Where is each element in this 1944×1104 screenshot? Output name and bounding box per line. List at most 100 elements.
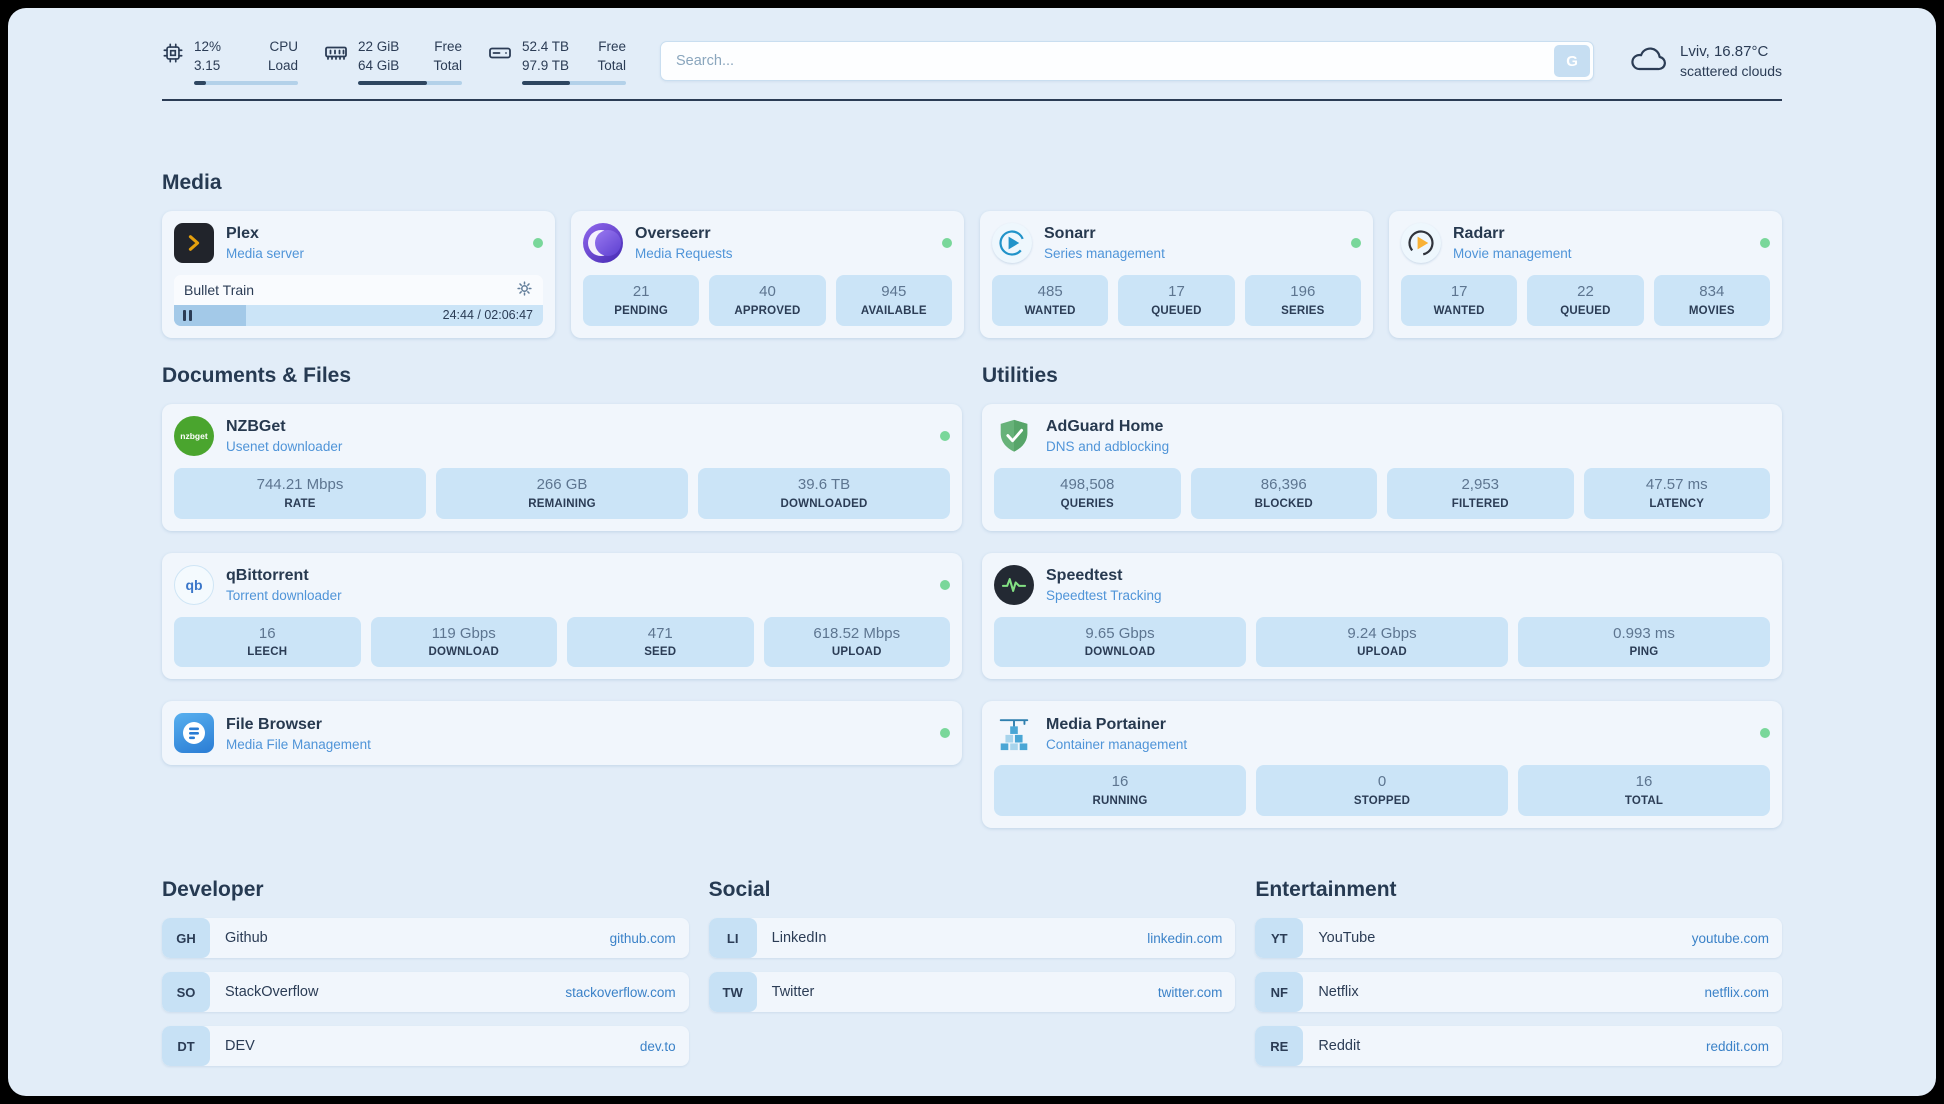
bookmark-linkedin[interactable]: LI LinkedIn linkedin.com [708,918,1236,959]
disk-total-label: Total [597,57,626,73]
service-name: Radarr [1453,225,1505,243]
plex-icon [174,222,214,263]
stat-block: 2,953 FILTERED [1387,467,1574,519]
stat-block: 119 Gbps DOWNLOAD [370,616,557,668]
stat-block: 17 QUEUED [1118,274,1235,326]
service-card-speedtest[interactable]: Speedtest Speedtest Tracking 9.65 Gbps DO… [982,552,1782,680]
stat-block: 945 AVAILABLE [835,274,952,326]
memory-icon [324,42,348,69]
service-name: Speedtest [1046,566,1123,584]
service-name: qBittorrent [226,566,309,584]
service-card-portainer[interactable]: Media Portainer Container management 16 R… [982,701,1782,829]
service-card-nzbget[interactable]: nzbget NZBGet Usenet downloader 744.21 M… [162,403,962,531]
bookmark-abbr: SO [162,972,210,1013]
status-dot [940,728,950,739]
service-name: File Browser [226,715,323,733]
weather-widget: Lviv, 16.87°C scattered clouds [1628,42,1782,81]
search-provider-button[interactable]: G [1554,45,1591,78]
pause-icon[interactable] [183,309,192,321]
bookmark-name: Github [225,930,268,947]
now-playing-title: Bullet Train [184,281,255,298]
section-title-media: Media [162,170,222,194]
section-media: Media Plex Media server [162,171,1782,338]
section-title-documents: Documents & Files [162,363,352,387]
bookmark-group-title: Social [708,878,771,902]
bookmark-abbr: YT [1255,918,1304,959]
bookmark-reddit[interactable]: RE Reddit reddit.com [1255,1026,1782,1067]
service-card-plex[interactable]: Plex Media server Bullet Train [162,210,555,338]
service-card-radarr[interactable]: Radarr Movie management 17 WANTED 22 QUEUE… [1389,210,1782,338]
weather-location: Lviv, 16.87°C [1680,42,1769,60]
service-name: Media Portainer [1046,715,1167,733]
cpu-label: CPU [269,39,298,54]
bookmark-link: netflix.com [1704,984,1769,1000]
stat-block: 485 WANTED [992,274,1109,326]
status-dot [942,237,952,248]
playback-time: 24:44 / 02:06:47 [442,308,533,323]
status-dot [1760,728,1770,739]
service-card-overseerr[interactable]: Overseerr Media Requests 21 PENDING 40 APP… [571,210,964,338]
service-subtitle: Media Requests [635,246,733,262]
bookmark-twitter[interactable]: TW Twitter twitter.com [708,972,1236,1013]
disk-total-value: 97.9 TB [522,57,570,73]
gear-icon[interactable] [516,280,533,300]
service-card-sonarr[interactable]: Sonarr Series management 485 WANTED 17 QUE… [980,210,1373,338]
stat-block: 471 SEED [567,616,754,668]
service-subtitle: Torrent downloader [226,588,342,604]
radarr-icon [1401,222,1441,263]
overseerr-icon [583,222,623,263]
bookmark-abbr: GH [162,918,210,959]
qbittorrent-icon: qb [174,564,214,605]
stat-block: 744.21 Mbps RATE [174,467,426,519]
stat-block: 9.24 Gbps UPLOAD [1256,616,1508,668]
service-subtitle: Usenet downloader [226,439,343,455]
disk-widget: 52.4 TB Free 97.9 TB Total [488,38,626,85]
bookmark-dev[interactable]: DT DEV dev.to [162,1026,689,1067]
status-dot [1760,237,1770,248]
stat-block: 39.6 TB DOWNLOADED [698,467,950,519]
stat-block: 16 LEECH [174,616,361,668]
stat-block: 9.65 Gbps DOWNLOAD [994,616,1246,668]
status-dot [940,579,950,590]
bookmark-name: DEV [225,1038,255,1055]
memory-total-value: 64 GiB [358,57,400,73]
playback-progress-bar[interactable]: 24:44 / 02:06:47 [174,304,543,326]
disk-free-value: 52.4 TB [522,39,570,54]
dashboard: 12% CPU 3.15 Load 22 GiB Free [8,8,1936,1096]
bookmark-netflix[interactable]: NF Netflix netflix.com [1255,972,1782,1013]
section-documents: Documents & Files nzbget NZBGet Usenet d… [162,364,962,828]
service-subtitle: DNS and adblocking [1046,439,1170,455]
bookmark-link: twitter.com [1157,984,1223,1000]
bookmark-github[interactable]: GH Github github.com [162,918,689,959]
service-name: Sonarr [1044,225,1096,243]
stat-block: 17 WANTED [1401,274,1518,326]
search: G [660,41,1595,82]
bookmark-group-developer: Developer GH Github github.com SO StackO… [162,878,689,1067]
bookmark-abbr: LI [708,918,757,959]
portainer-icon [994,713,1034,753]
bookmark-group-entertainment: Entertainment YT YouTube youtube.com NF … [1255,878,1782,1067]
service-card-filebrowser[interactable]: File Browser Media File Management [162,701,962,766]
bookmark-link: reddit.com [1705,1038,1769,1054]
stat-block: 16 RUNNING [994,765,1246,817]
service-card-qbittorrent[interactable]: qb qBittorrent Torrent downloader 16 LEEC… [162,552,962,680]
search-input[interactable] [660,41,1595,82]
disk-free-label: Free [598,39,626,54]
service-card-adguard[interactable]: AdGuard Home DNS and adblocking 498,508 Q… [982,403,1782,531]
nzbget-icon: nzbget [174,415,214,456]
memory-free-value: 22 GiB [358,39,400,54]
bookmark-link: dev.to [639,1038,676,1054]
stat-block: 22 QUEUED [1527,274,1644,326]
stat-block: 834 MOVIES [1653,274,1770,326]
bookmark-group-title: Entertainment [1255,878,1397,902]
memory-widget: 22 GiB Free 64 GiB Total [324,38,462,85]
cpu-value: 12% [194,39,222,54]
bookmark-link: github.com [609,930,676,946]
service-subtitle: Media File Management [226,736,371,752]
speedtest-icon [994,564,1034,605]
section-title-utilities: Utilities [982,363,1058,387]
bookmark-youtube[interactable]: YT YouTube youtube.com [1255,918,1782,959]
memory-progress-bar [358,80,462,85]
bookmark-stackoverflow[interactable]: SO StackOverflow stackoverflow.com [162,972,689,1013]
service-name: Overseerr [635,225,711,243]
